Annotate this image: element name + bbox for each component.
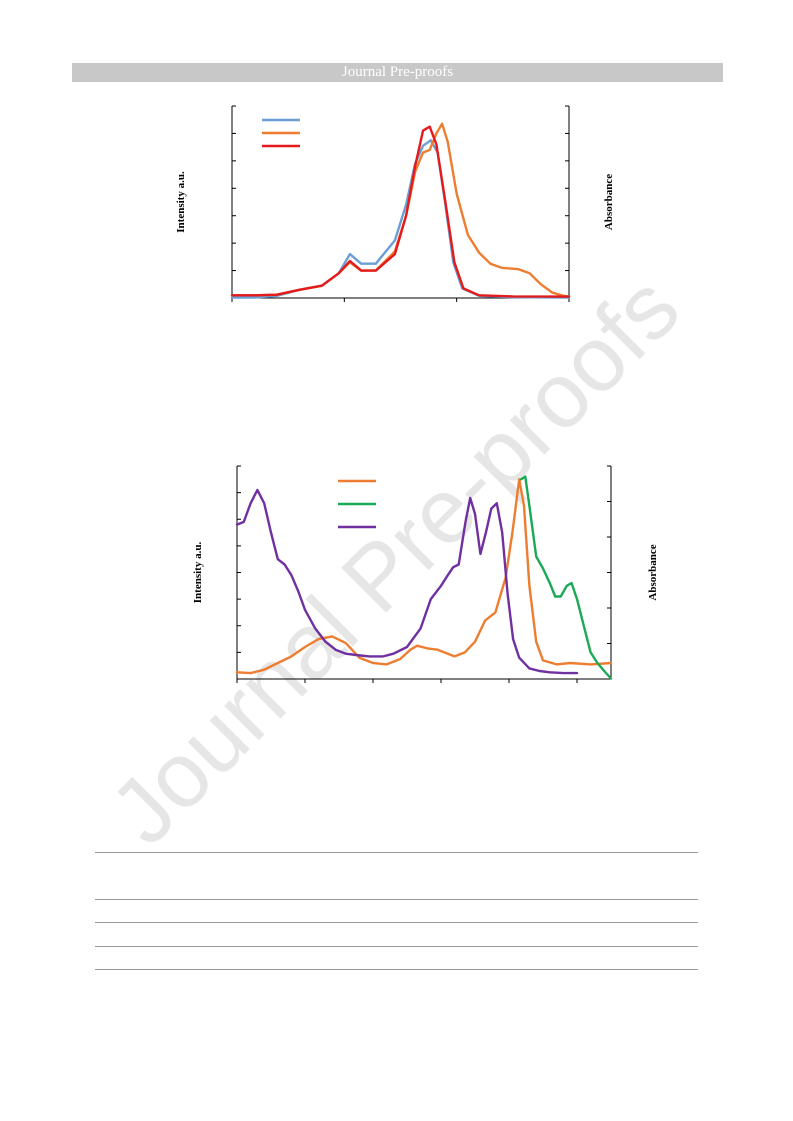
left-axis-title: Intensity a.u. bbox=[175, 171, 187, 233]
table-rule-row1 bbox=[95, 922, 698, 923]
left-axis-title: Intensity a.u. bbox=[192, 542, 204, 604]
table-rule-top bbox=[95, 852, 698, 853]
top-spectrum-chart: Intensity a.u. Absorbance bbox=[175, 105, 615, 302]
series-line-3 bbox=[235, 488, 579, 675]
banner-text: Journal Pre-proofs bbox=[341, 64, 454, 80]
bottom-spectrum-chart: Intensity a.u. Absorbance bbox=[192, 465, 659, 683]
table-rule-header bbox=[95, 899, 698, 900]
series-line-2 bbox=[520, 475, 613, 680]
journal-banner: Journal Pre-proofs bbox=[72, 63, 723, 82]
series-line-1 bbox=[235, 478, 613, 675]
right-axis-title: Absorbance bbox=[647, 544, 659, 600]
table-rule-row2 bbox=[95, 946, 698, 947]
table-rule-bottom bbox=[95, 969, 698, 970]
series-line-3 bbox=[230, 125, 571, 298]
right-axis-title: Absorbance bbox=[603, 174, 615, 230]
